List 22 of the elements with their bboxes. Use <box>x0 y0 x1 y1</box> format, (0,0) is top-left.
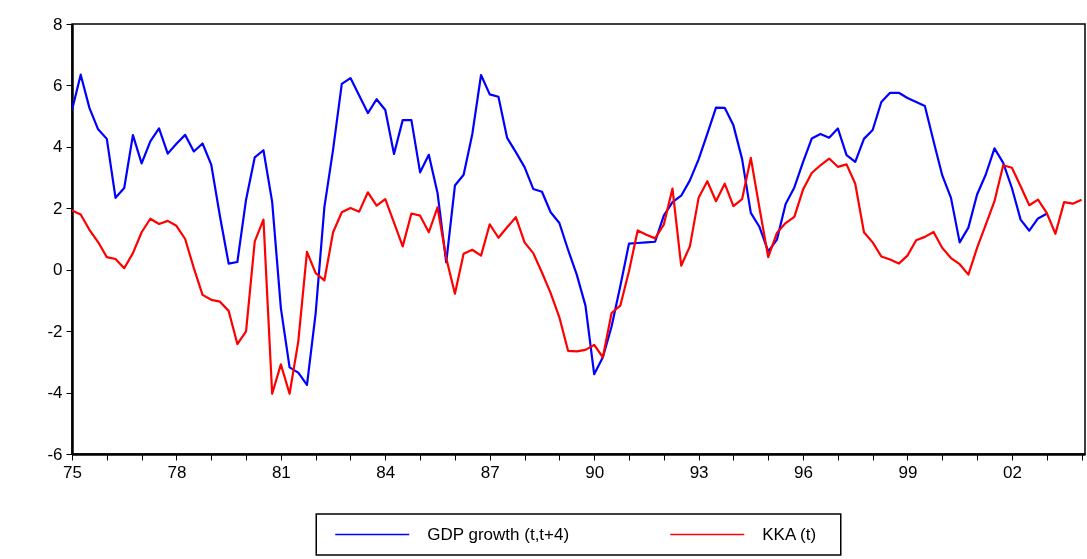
y-tick-label: 4 <box>53 137 63 157</box>
legend-label: GDP growth (t,t+4) <box>427 524 570 544</box>
x-tick-label: 96 <box>794 462 813 482</box>
x-tick-label: 02 <box>1002 462 1022 482</box>
x-tick-label: 81 <box>271 462 291 482</box>
y-tick-label: -2 <box>47 321 63 341</box>
x-tick-label: 87 <box>480 462 500 482</box>
y-tick-label: 0 <box>53 260 63 280</box>
y-tick-label: 2 <box>53 198 63 218</box>
x-tick-label: 93 <box>689 462 709 482</box>
legend-label: KKA (t) <box>762 524 817 544</box>
x-tick-label: 99 <box>898 462 918 482</box>
y-tick-label: -6 <box>47 444 63 464</box>
x-tick-label: 78 <box>167 462 187 482</box>
x-tick-label: 75 <box>63 462 82 482</box>
line-series <box>72 73 1048 386</box>
y-tick-label: 8 <box>53 14 63 34</box>
x-tick-label: 84 <box>376 462 396 482</box>
line-series <box>72 156 1083 395</box>
y-tick-label: -4 <box>47 383 63 403</box>
y-tick-label: 6 <box>53 75 63 95</box>
x-tick-label: 90 <box>585 462 605 482</box>
